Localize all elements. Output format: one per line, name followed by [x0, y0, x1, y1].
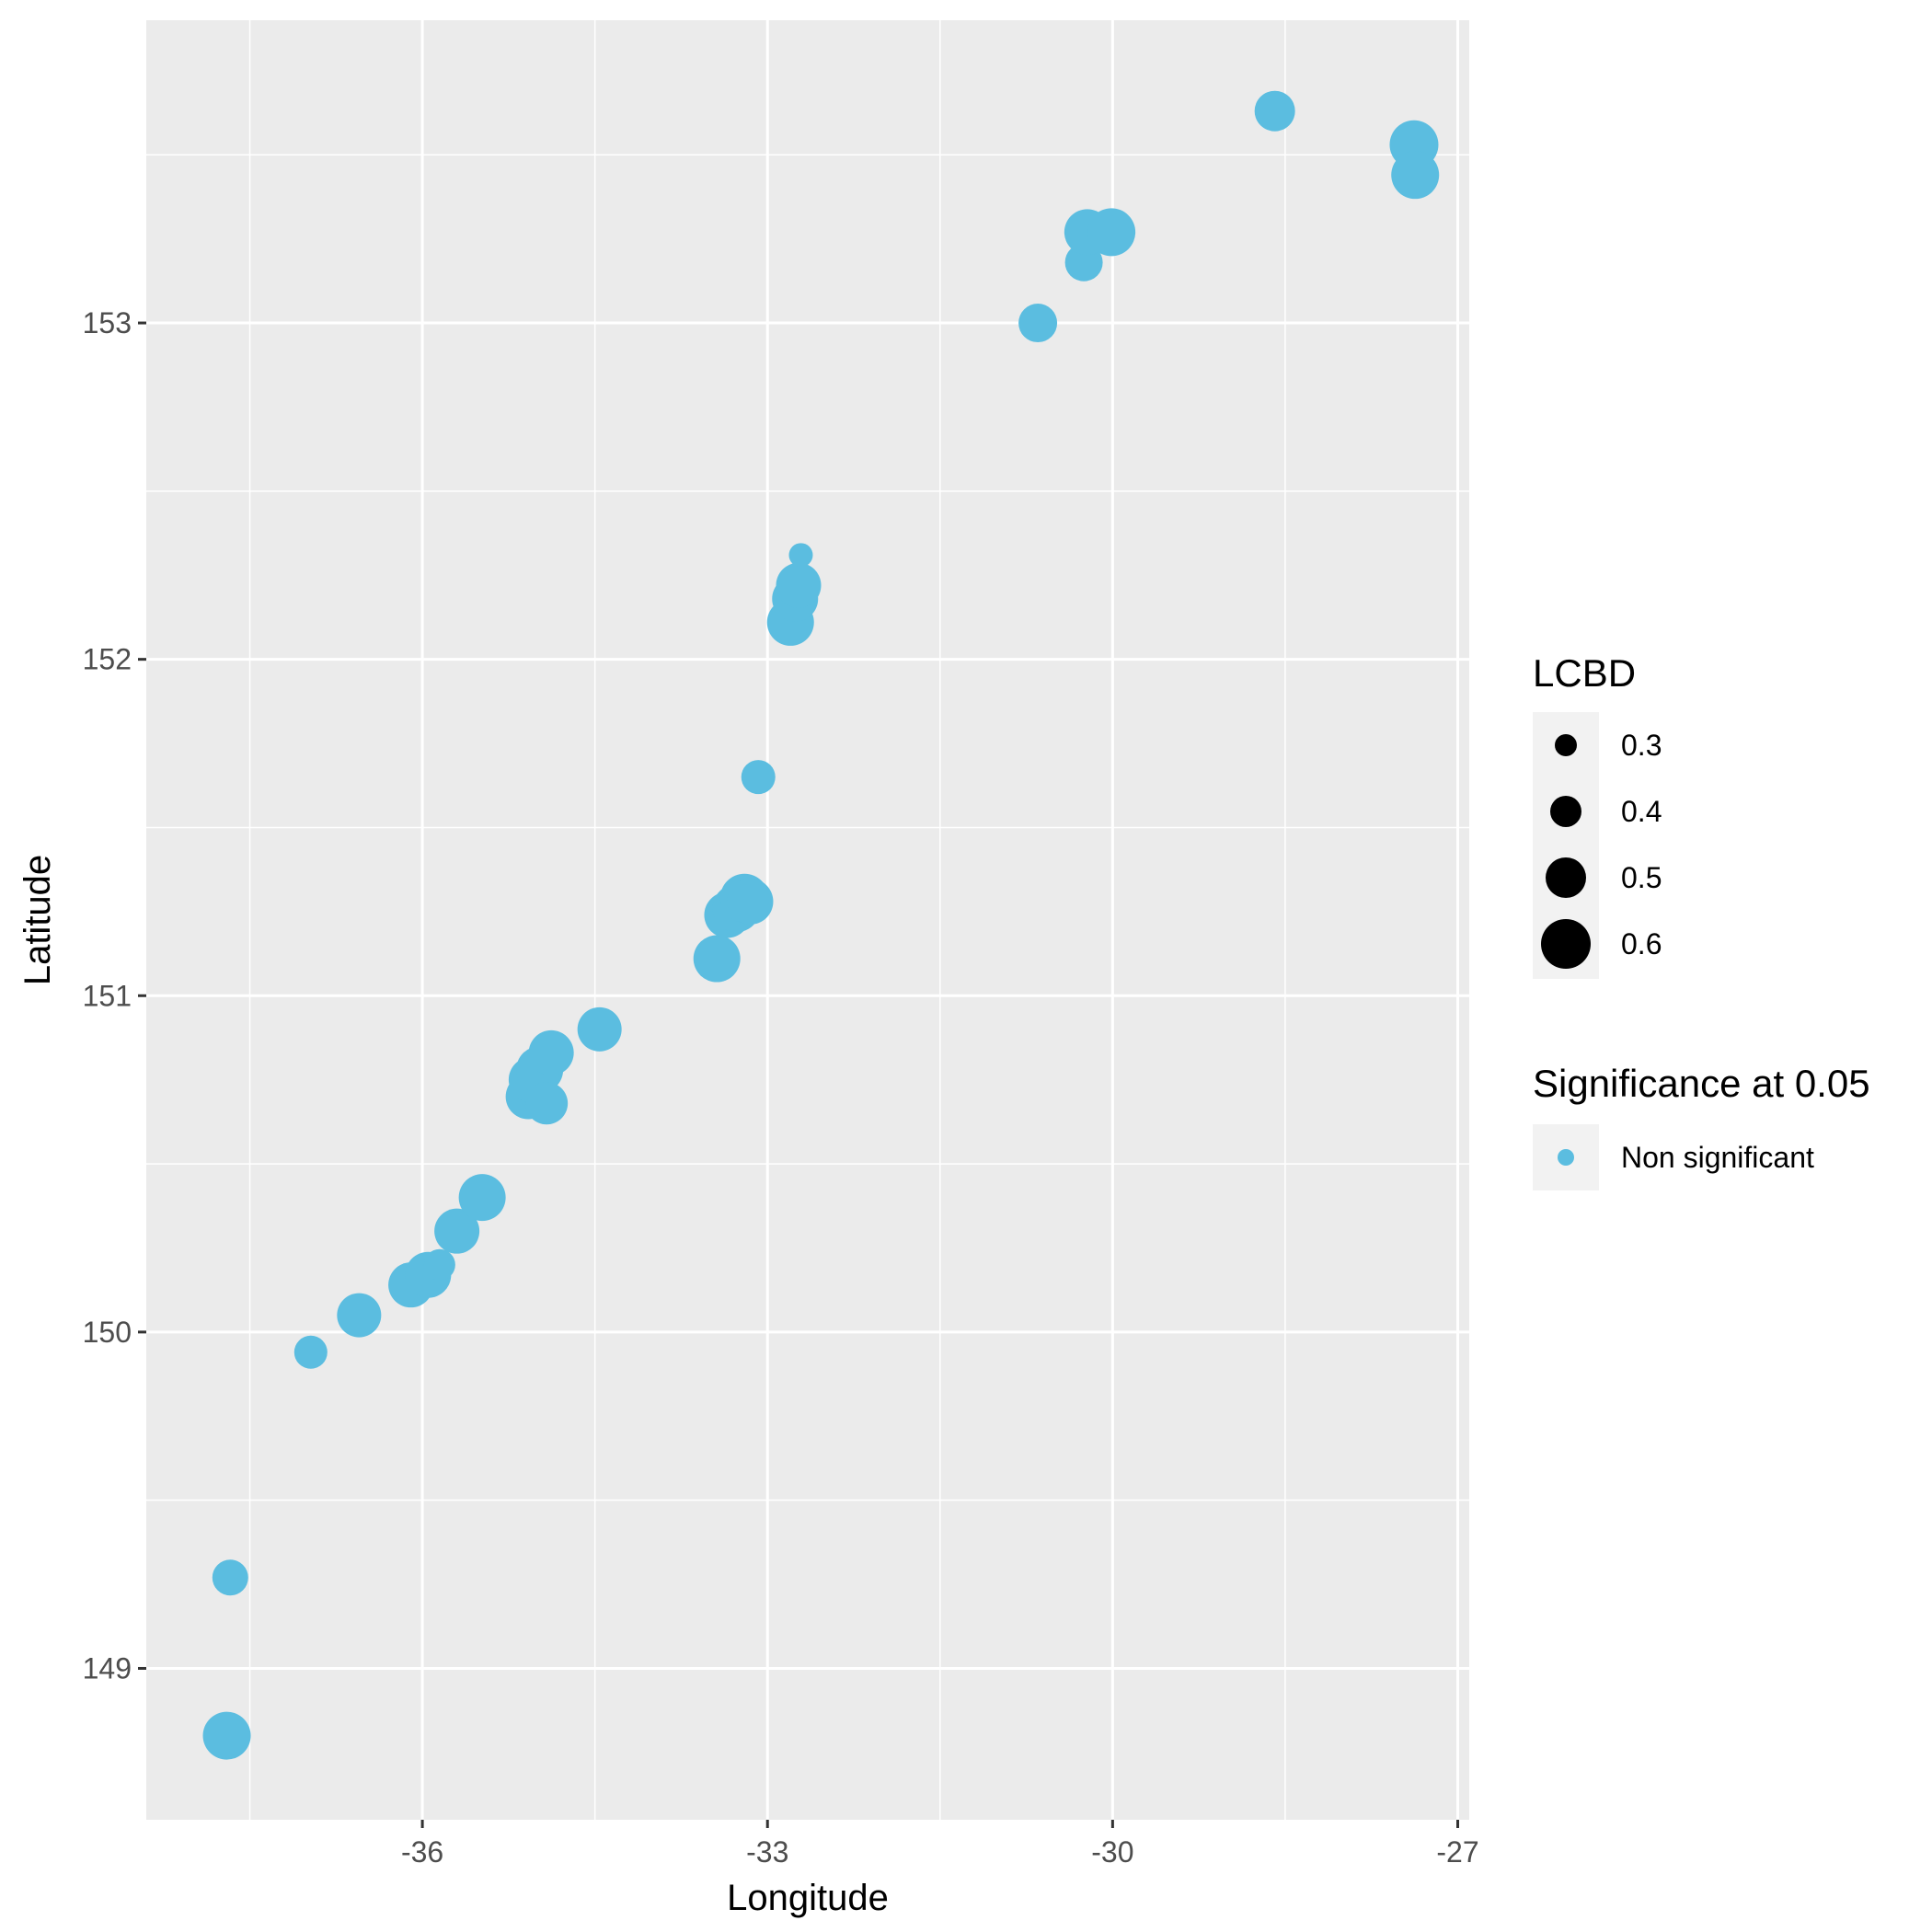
data-point: [434, 1208, 480, 1254]
size-legend-key: [1541, 919, 1591, 969]
x-tick-label: -27: [1436, 1835, 1478, 1869]
color-legend: Significance at 0.05 Non significant: [1533, 1062, 1870, 1190]
panel-background: [146, 20, 1469, 1820]
y-axis: 149 150 151 152 153: [83, 306, 146, 1685]
color-legend-title: Significance at 0.05: [1533, 1062, 1870, 1105]
color-legend-label-non-significant: Non significant: [1621, 1141, 1814, 1174]
data-point: [1391, 151, 1440, 200]
data-point: [1087, 208, 1136, 257]
x-tick-label: -33: [746, 1835, 788, 1869]
data-point: [202, 1711, 251, 1760]
y-axis-title: Latitude: [17, 855, 58, 985]
size-legend: LCBD 0.3 0.4 0.5 0.6: [1533, 651, 1662, 979]
data-point: [1018, 304, 1058, 343]
data-point: [577, 1006, 622, 1052]
x-axis-title: Longitude: [727, 1878, 889, 1918]
data-point: [776, 562, 822, 608]
data-point: [423, 1248, 455, 1281]
size-legend-label: 0.4: [1621, 795, 1662, 828]
y-tick-label: 149: [83, 1651, 132, 1685]
data-point: [1254, 90, 1295, 132]
grid-minor: [146, 20, 1469, 1820]
size-legend-key: [1546, 857, 1586, 898]
data-point: [741, 760, 776, 795]
size-legend-key: [1550, 796, 1581, 827]
size-legend-key: [1555, 734, 1577, 756]
size-legend-title: LCBD: [1533, 651, 1636, 695]
size-legend-label: 0.5: [1621, 861, 1662, 894]
data-point: [528, 1029, 574, 1075]
color-legend-key-non-significant: [1558, 1149, 1574, 1166]
data-points: [202, 90, 1440, 1760]
data-point: [293, 1335, 328, 1369]
data-point: [212, 1559, 248, 1596]
y-tick-label: 151: [83, 979, 132, 1012]
data-point: [458, 1174, 506, 1222]
size-legend-label: 0.6: [1621, 927, 1662, 960]
y-tick-label: 150: [83, 1316, 132, 1349]
x-tick-label: -36: [401, 1835, 443, 1869]
size-legend-label: 0.3: [1621, 729, 1662, 762]
data-point: [727, 878, 774, 925]
data-point: [525, 1082, 569, 1125]
data-point: [337, 1293, 382, 1338]
data-point: [788, 543, 813, 568]
y-tick-label: 153: [83, 306, 132, 339]
grid-major: [146, 20, 1469, 1820]
x-tick-label: -30: [1091, 1835, 1133, 1869]
data-point: [693, 935, 741, 983]
y-tick-label: 152: [83, 643, 132, 676]
x-axis: -36 -33 -30 -27: [401, 1820, 1479, 1869]
